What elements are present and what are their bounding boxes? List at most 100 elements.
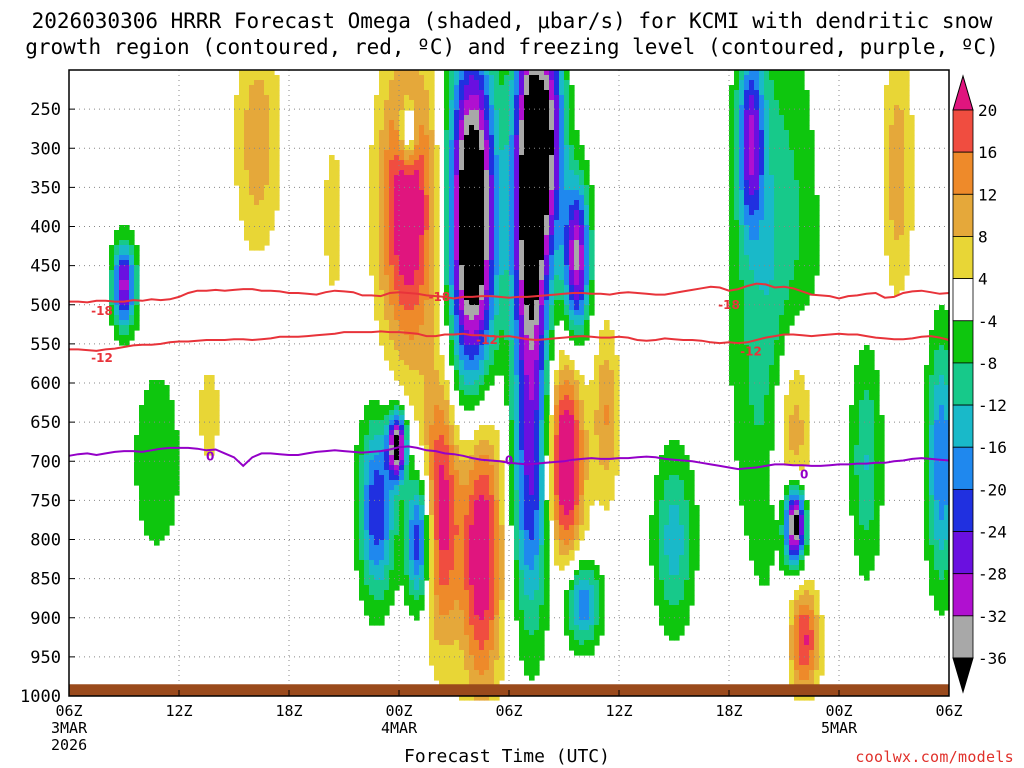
omega-cell — [544, 510, 550, 516]
omega-cell — [549, 190, 555, 196]
omega-cell — [474, 340, 480, 346]
omega-cell — [544, 350, 550, 356]
omega-cell — [484, 580, 490, 586]
omega-cell — [529, 165, 535, 171]
omega-cell — [514, 265, 520, 271]
omega-cell — [404, 350, 410, 356]
omega-cell — [554, 395, 560, 401]
omega-cell — [519, 225, 525, 231]
omega-cell — [519, 465, 525, 471]
omega-cell — [449, 555, 455, 561]
omega-cell — [539, 160, 545, 166]
omega-cell — [469, 75, 475, 81]
omega-cell — [554, 200, 560, 206]
omega-cell — [394, 370, 400, 376]
omega-cell — [549, 480, 555, 486]
omega-cell — [394, 410, 400, 416]
omega-cell — [404, 355, 410, 361]
omega-cell — [524, 475, 530, 481]
omega-cell — [514, 85, 520, 91]
omega-cell — [464, 350, 470, 356]
omega-cell — [334, 215, 340, 221]
omega-cell — [174, 465, 180, 471]
omega-cell — [479, 165, 485, 171]
omega-cell — [494, 315, 500, 321]
omega-cell — [489, 125, 495, 131]
omega-cell — [479, 125, 485, 131]
omega-cell — [449, 200, 455, 206]
omega-cell — [359, 535, 365, 541]
omega-cell — [509, 350, 515, 356]
omega-cell — [274, 135, 280, 141]
omega-cell — [499, 555, 505, 561]
omega-cell — [484, 310, 490, 316]
omega-cell — [419, 580, 425, 586]
omega-cell — [454, 560, 460, 566]
omega-cell — [529, 490, 535, 496]
omega-cell — [514, 125, 520, 131]
omega-cell — [159, 455, 165, 461]
omega-cell — [529, 480, 535, 486]
omega-cell — [484, 450, 490, 456]
omega-cell — [564, 135, 570, 141]
omega-cell — [489, 580, 495, 586]
omega-cell — [524, 360, 530, 366]
omega-cell — [539, 475, 545, 481]
omega-cell — [384, 445, 390, 451]
omega-cell — [384, 220, 390, 226]
omega-cell — [459, 85, 465, 91]
omega-cell — [399, 430, 405, 436]
omega-cell — [374, 495, 380, 501]
omega-cell — [434, 340, 440, 346]
omega-cell — [544, 305, 550, 311]
omega-cell — [359, 570, 365, 576]
omega-cell — [504, 255, 510, 261]
omega-cell — [154, 420, 160, 426]
omega-cell — [419, 115, 425, 121]
omega-cell — [454, 595, 460, 601]
omega-cell — [499, 85, 505, 91]
omega-cell — [464, 185, 470, 191]
omega-cell — [409, 520, 415, 526]
omega-cell — [389, 230, 395, 236]
omega-cell — [419, 405, 425, 411]
omega-cell — [539, 105, 545, 111]
omega-cell — [449, 455, 455, 461]
omega-cell — [419, 210, 425, 216]
omega-cell — [524, 575, 530, 581]
omega-cell — [514, 130, 520, 136]
omega-cell — [254, 215, 260, 221]
omega-cell — [484, 200, 490, 206]
omega-cell — [449, 600, 455, 606]
omega-cell — [239, 200, 245, 206]
omega-cell — [454, 375, 460, 381]
omega-cell — [499, 510, 505, 516]
omega-cell — [409, 160, 415, 166]
omega-cell — [444, 185, 450, 191]
omega-cell — [424, 430, 430, 436]
omega-cell — [519, 85, 525, 91]
omega-cell — [464, 665, 470, 671]
omega-cell — [544, 280, 550, 286]
omega-cell — [444, 670, 450, 676]
omega-cell — [384, 280, 390, 286]
omega-cell — [384, 145, 390, 151]
omega-cell — [419, 75, 425, 81]
omega-cell — [469, 445, 475, 451]
omega-cell — [494, 525, 500, 531]
omega-cell — [384, 555, 390, 561]
omega-cell — [429, 505, 435, 511]
omega-cell — [434, 635, 440, 641]
omega-cell — [564, 425, 570, 431]
omega-cell — [469, 340, 475, 346]
omega-cell — [429, 480, 435, 486]
omega-cell — [419, 400, 425, 406]
omega-cell — [169, 425, 175, 431]
omega-cell — [354, 480, 360, 486]
omega-cell — [514, 180, 520, 186]
omega-cell — [474, 435, 480, 441]
omega-cell — [509, 115, 515, 121]
omega-cell — [354, 530, 360, 536]
omega-cell — [474, 115, 480, 121]
omega-cell — [334, 180, 340, 186]
